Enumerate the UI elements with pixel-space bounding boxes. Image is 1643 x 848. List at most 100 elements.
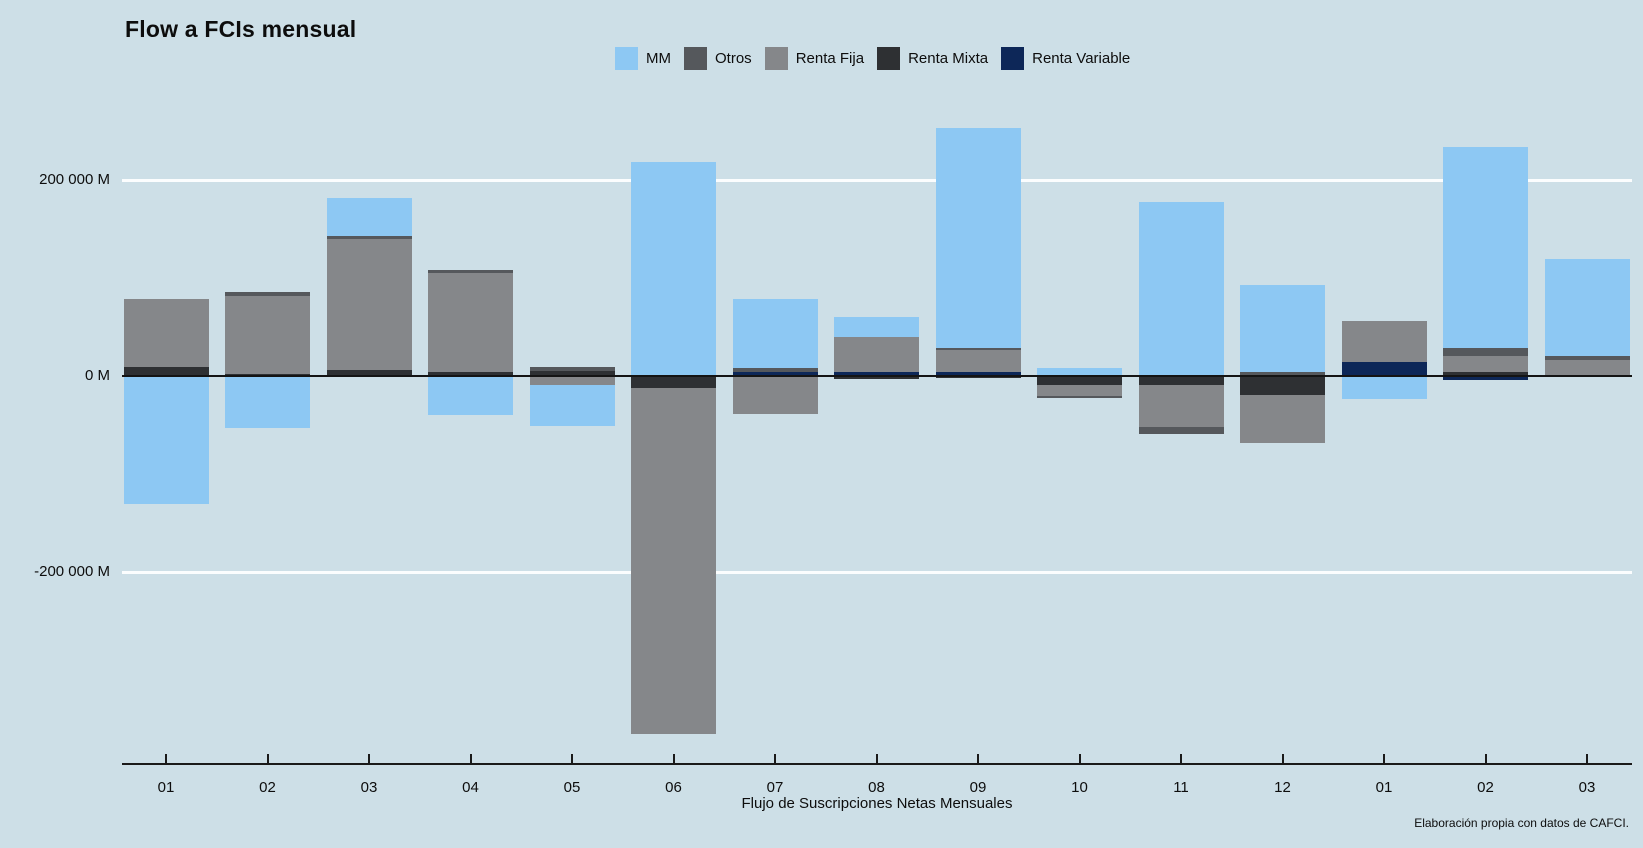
legend-label: Otros <box>715 50 752 67</box>
bar-segment-otros <box>428 270 513 274</box>
x-axis-label: 11 <box>1173 779 1189 796</box>
legend-item: Renta Fija <box>764 47 865 70</box>
x-axis-label: 02 <box>259 779 276 796</box>
bar-segment-renta-fija <box>529 376 615 385</box>
bar-segment-renta-mixta <box>428 372 513 376</box>
bar-segment-renta-fija <box>225 295 310 375</box>
bar-segment-otros <box>225 291 310 296</box>
x-axis-line <box>122 763 1632 765</box>
legend-item: Renta Variable <box>1001 47 1130 70</box>
legend-label: Renta Variable <box>1032 50 1131 67</box>
legend-swatch-icon <box>615 47 638 70</box>
legend-swatch-icon <box>684 47 707 70</box>
bar-segment-renta-fija <box>123 298 209 368</box>
bar-segment-renta-mixta <box>1443 372 1528 376</box>
bar-segment-renta-mixta <box>529 371 615 376</box>
bar-segment-renta-variable <box>1443 376 1528 380</box>
bar-segment-otros <box>326 235 412 239</box>
chart-title: Flow a FCIs mensual <box>125 16 357 42</box>
legend: MM Otros Renta Fija Renta Mixta Renta Variab… <box>615 47 1130 70</box>
bar-segment-renta-fija <box>326 238 412 371</box>
bar-segment-mm <box>326 197 412 236</box>
source-attribution: Elaboración propia con datos de CAFCI. <box>1414 816 1629 830</box>
bar-segment-mm <box>1240 284 1325 373</box>
x-axis-label: 03 <box>1578 779 1596 796</box>
bar-segment-renta-fija <box>935 349 1021 373</box>
x-axis-label: 06 <box>665 779 682 796</box>
bar-segment-renta-variable <box>935 372 1021 376</box>
bar-segment-otros <box>529 367 615 372</box>
bar-segment-mm <box>1341 376 1427 399</box>
x-axis-label: 03 <box>360 779 378 796</box>
x-axis-tick <box>1484 754 1487 763</box>
legend-swatch-icon <box>764 47 788 70</box>
x-axis-tick <box>469 754 472 763</box>
x-axis-tick <box>571 754 573 763</box>
bar-segment-renta-mixta <box>834 376 919 379</box>
x-axis-tick <box>266 754 269 763</box>
x-axis-tick <box>1383 754 1385 763</box>
bar-segment-otros <box>732 368 818 373</box>
y-tick-label: 200 000 M <box>39 171 110 188</box>
bar-segment-mm <box>1037 368 1122 376</box>
legend-label: MM <box>646 50 671 67</box>
bar-segment-renta-fija <box>631 387 716 734</box>
bar-segment-renta-fija <box>1341 321 1427 363</box>
bar-segment-mm <box>732 298 818 369</box>
x-axis-tick <box>1078 754 1081 763</box>
x-axis-tick <box>1281 754 1284 763</box>
legend-label: Renta Fija <box>795 50 865 67</box>
zero-baseline <box>122 375 1632 377</box>
x-axis-tick <box>774 754 776 763</box>
bar-segment-mm <box>225 376 310 428</box>
x-axis-label: 04 <box>462 779 479 796</box>
bar-segment-renta-mixta <box>1037 376 1122 385</box>
y-tick-label: 0 M <box>84 367 110 384</box>
gridline <box>122 178 1632 182</box>
x-axis-tick <box>1586 754 1588 763</box>
legend-item: MM <box>615 47 671 70</box>
bar-segment-renta-mixta <box>1138 376 1224 385</box>
bar-segment-mm <box>123 376 209 505</box>
legend-item: Renta Mixta <box>877 47 988 70</box>
x-axis-tick <box>1180 754 1182 763</box>
x-axis-tick <box>977 754 979 763</box>
bar-segment-otros <box>1443 347 1528 357</box>
bar-segment-renta-fija <box>428 273 513 373</box>
bar-segment-renta-fija <box>1037 384 1122 396</box>
x-axis-label: 07 <box>766 779 784 796</box>
bar-segment-renta-mixta <box>1240 376 1325 395</box>
bar-segment-mm <box>834 317 919 337</box>
legend-label: Renta Mixta <box>908 50 989 67</box>
bar-segment-mm <box>428 376 513 416</box>
x-axis-label: 05 <box>563 779 581 796</box>
bar-segment-renta-fija <box>1443 356 1528 373</box>
bar-segment-renta-variable <box>834 372 919 376</box>
x-axis-label: 10 <box>1071 779 1088 796</box>
bar-segment-renta-variable <box>1341 362 1427 376</box>
y-tick-label: -200 000 M <box>34 563 110 580</box>
bar-segment-mm <box>631 162 716 376</box>
bar-segment-otros <box>935 347 1021 350</box>
x-axis-tick <box>368 754 370 763</box>
bar-segment-otros <box>1138 426 1224 434</box>
bar-segment-renta-mixta <box>326 370 412 376</box>
bar-segment-mm <box>1544 259 1630 357</box>
bar-segment-mm <box>1138 201 1224 376</box>
bar-segment-mm <box>935 128 1021 348</box>
x-axis-tick <box>165 754 167 763</box>
bar-segment-renta-fija <box>834 336 919 373</box>
x-axis-label: 02 <box>1477 779 1494 796</box>
x-axis-label: 01 <box>157 779 175 796</box>
bar-segment-otros <box>1037 395 1122 398</box>
x-axis-tick <box>672 754 675 763</box>
bar-segment-otros <box>1544 356 1630 361</box>
x-axis-label: 01 <box>1375 779 1393 796</box>
bar-segment-renta-mixta <box>123 367 209 376</box>
bar-segment-renta-fija <box>1240 394 1325 443</box>
legend-item: Otros <box>684 47 752 70</box>
bar-segment-mm <box>529 384 615 426</box>
legend-swatch-icon <box>877 47 901 70</box>
gridline <box>122 570 1632 574</box>
